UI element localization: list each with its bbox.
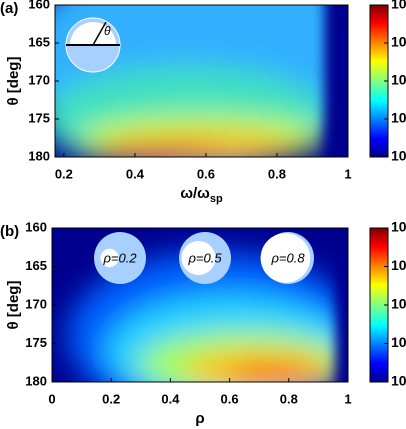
- inset-annotation: ρ=0.8: [270, 250, 305, 265]
- panel-label: (a): [0, 0, 18, 17]
- x-axis-label: ρ: [195, 410, 204, 427]
- colorbar-tick-label: 10⁴: [391, 0, 406, 12]
- x-tick-label: 0: [48, 391, 55, 406]
- inset-circle: [94, 232, 146, 284]
- y-tick-label: 165: [28, 34, 50, 49]
- heatmap-cutoff: [336, 228, 348, 382]
- y-tick-label: 165: [25, 258, 47, 273]
- heatmap-blob: [226, 365, 322, 382]
- x-tick-label: 0.8: [268, 166, 286, 181]
- x-tick-label: 0.6: [221, 391, 239, 406]
- colorbar-tick-label: 10¹: [391, 334, 406, 350]
- panel-label: (b): [0, 223, 19, 240]
- heatmap: [55, 5, 348, 157]
- y-tick-label: 175: [25, 335, 47, 350]
- x-tick-label: 1: [344, 391, 351, 406]
- y-axis-label: θ [deg]: [5, 281, 22, 330]
- x-axis-label-sub: sp: [210, 193, 223, 205]
- colorbar-tick-label: 10¹: [391, 110, 406, 126]
- colorbar-tick-label: 10³: [391, 34, 406, 50]
- x-axis-label-main: ω/ω: [180, 185, 210, 202]
- heatmap-blob: [93, 147, 222, 157]
- heatmap-blobs: [55, 5, 348, 157]
- y-tick-label: 180: [28, 148, 50, 163]
- colorbar-tick-label: 10⁴: [391, 219, 406, 235]
- inset-annotation: ρ=0.5: [187, 250, 222, 265]
- x-tick-label: 0.4: [126, 166, 145, 181]
- y-tick-label: 175: [28, 110, 50, 125]
- x-tick-label: 1: [344, 166, 351, 181]
- colorbar-tick-label: 10²: [391, 72, 406, 88]
- y-tick-label: 160: [28, 0, 50, 11]
- inset-shadow: [70, 22, 116, 45]
- colorbar-tick-label: 10²: [391, 296, 406, 312]
- inset-ray: [92, 21, 107, 46]
- colorbar-tick-label: 10⁰: [391, 373, 406, 389]
- x-axis-label-main: ρ: [195, 410, 204, 427]
- heatmap-cutoff: [324, 5, 348, 157]
- inset-annotation: θ: [104, 24, 111, 38]
- y-tick-label: 170: [25, 296, 47, 311]
- y-axis-label: θ [deg]: [5, 57, 22, 106]
- inset-core: [260, 233, 311, 283]
- x-tick-label: 0.6: [197, 166, 215, 181]
- x-tick-label: 0.4: [161, 391, 180, 406]
- x-axis-label: ω/ωsp: [180, 185, 223, 205]
- colorbar-tick-label: 10³: [391, 257, 406, 273]
- inset-core: [181, 241, 216, 275]
- heatmap-edge: [324, 5, 348, 157]
- heatmap-blobs: [66, 251, 348, 382]
- x-tick-label: 0.8: [280, 391, 298, 406]
- y-tick-label: 160: [25, 219, 47, 234]
- x-tick-label: 0.2: [102, 391, 120, 406]
- heatmap-edge: [336, 228, 348, 382]
- y-tick-label: 180: [25, 373, 47, 388]
- x-tick-label: 0.2: [55, 166, 73, 181]
- inset-annotation: ρ=0.2: [102, 250, 137, 265]
- colorbar-tick-label: 10⁰: [391, 148, 406, 164]
- y-tick-label: 170: [28, 72, 50, 87]
- inset-core: [100, 248, 119, 268]
